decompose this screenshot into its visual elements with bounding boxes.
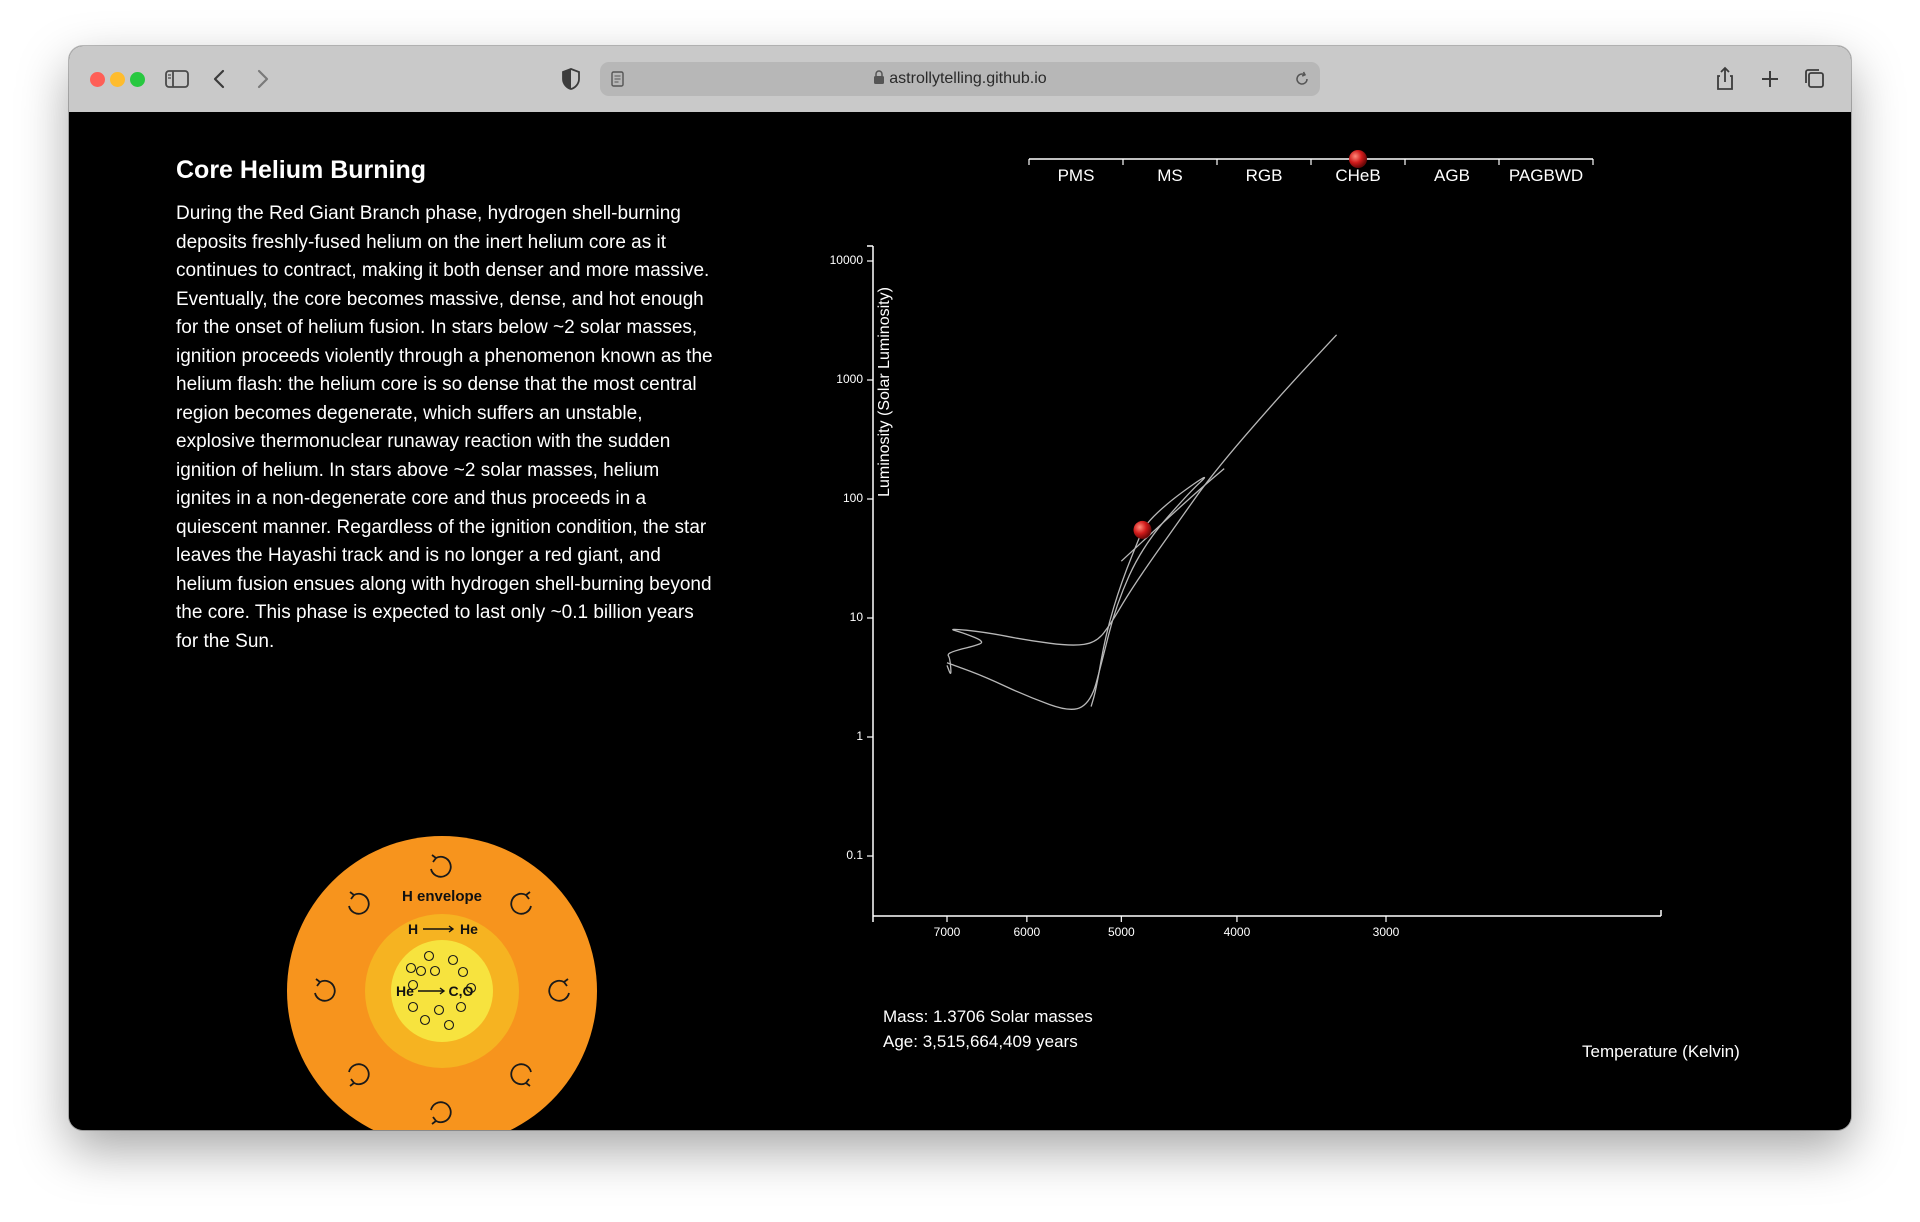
core-reaction-to: C,O xyxy=(449,983,474,999)
x-tick-label: 6000 xyxy=(1013,925,1041,939)
track-series-0 xyxy=(946,334,1338,674)
convection-icon xyxy=(510,891,532,915)
close-window-button[interactable] xyxy=(90,72,105,87)
mass-readout: Mass: 1.3706 Solar masses xyxy=(883,1007,1093,1026)
reload-icon[interactable] xyxy=(1292,69,1312,89)
convection-icon xyxy=(348,891,370,915)
hr-diagram xyxy=(867,245,1662,922)
browser-window: astrollytelling.github.io Core Helium Bu… xyxy=(69,46,1851,1130)
convection-icon xyxy=(510,1063,532,1087)
url-display[interactable]: astrollytelling.github.io xyxy=(600,70,1320,88)
x-tick-label: 5000 xyxy=(1107,925,1135,939)
y-tick-label: 1000 xyxy=(836,372,863,386)
page-content: Core Helium Burning During the Red Giant… xyxy=(69,112,1851,1130)
y-axis-label: Luminosity (Solar Luminosity) xyxy=(876,287,893,497)
convection-icon xyxy=(548,978,570,1002)
convection-icon xyxy=(430,1101,452,1125)
y-tick-label: 10 xyxy=(849,610,863,624)
stage-label-rgb[interactable]: RGB xyxy=(1245,166,1283,185)
convection-icon xyxy=(430,854,452,878)
convection-icon xyxy=(314,978,336,1002)
shield-icon[interactable] xyxy=(556,64,586,94)
core-convection-icons xyxy=(405,950,477,1031)
browser-toolbar: astrollytelling.github.io xyxy=(69,46,1851,113)
address-bar[interactable]: astrollytelling.github.io xyxy=(600,62,1320,96)
track-series-1 xyxy=(946,476,1206,710)
track-series-2 xyxy=(1090,529,1144,707)
lock-icon xyxy=(874,70,885,84)
x-tick-label: 3000 xyxy=(1372,925,1400,939)
section-body: During the Red Giant Branch phase, hydro… xyxy=(176,203,713,652)
minimize-window-button[interactable] xyxy=(110,72,125,87)
shell-reaction-to: He xyxy=(460,921,478,937)
back-icon[interactable] xyxy=(205,64,235,94)
new-tab-icon[interactable] xyxy=(1755,64,1785,94)
y-tick-label: 1 xyxy=(856,729,863,743)
age-readout: Age: 3,515,664,409 years xyxy=(883,1032,1078,1051)
x-tick-label: 4000 xyxy=(1223,925,1251,939)
tabs-icon[interactable] xyxy=(1800,64,1830,94)
stage-timeline xyxy=(1028,150,1594,168)
stage-label-pagbwd[interactable]: PAGBWD xyxy=(1508,166,1584,185)
current-star-marker[interactable] xyxy=(1133,520,1152,539)
x-tick-label: 7000 xyxy=(933,925,961,939)
shell-reaction-from: H xyxy=(408,921,418,937)
envelope-label: H envelope xyxy=(402,888,482,905)
zoom-window-button[interactable] xyxy=(130,72,145,87)
y-tick-label: 10000 xyxy=(829,253,863,267)
stage-label-ms[interactable]: MS xyxy=(1157,166,1183,185)
stage-label-pms[interactable]: PMS xyxy=(1057,166,1095,185)
track-series-3 xyxy=(1120,468,1225,562)
url-text: astrollytelling.github.io xyxy=(889,70,1047,87)
convection-icons xyxy=(314,854,570,1125)
shell-reaction-arrow xyxy=(423,925,455,933)
stage-label-cheb[interactable]: CHeB xyxy=(1335,166,1381,185)
core-reaction-arrow xyxy=(418,987,446,995)
timeline-marker[interactable] xyxy=(1349,150,1367,168)
sidebar-icon[interactable] xyxy=(162,64,192,94)
star-structure-diagram: H envelope H He He C,O xyxy=(287,836,597,1130)
x-axis-label: Temperature (Kelvin) xyxy=(1582,1042,1740,1061)
page-icon[interactable] xyxy=(606,68,628,90)
core-reaction-from: He xyxy=(396,983,414,999)
section-title: Core Helium Burning xyxy=(176,156,427,184)
y-tick-label: 0.1 xyxy=(846,848,863,862)
share-icon[interactable] xyxy=(1710,64,1740,94)
stage-label-agb[interactable]: AGB xyxy=(1434,166,1470,185)
y-tick-label: 100 xyxy=(842,491,863,505)
forward-icon[interactable] xyxy=(247,64,277,94)
convection-icon xyxy=(348,1063,370,1087)
